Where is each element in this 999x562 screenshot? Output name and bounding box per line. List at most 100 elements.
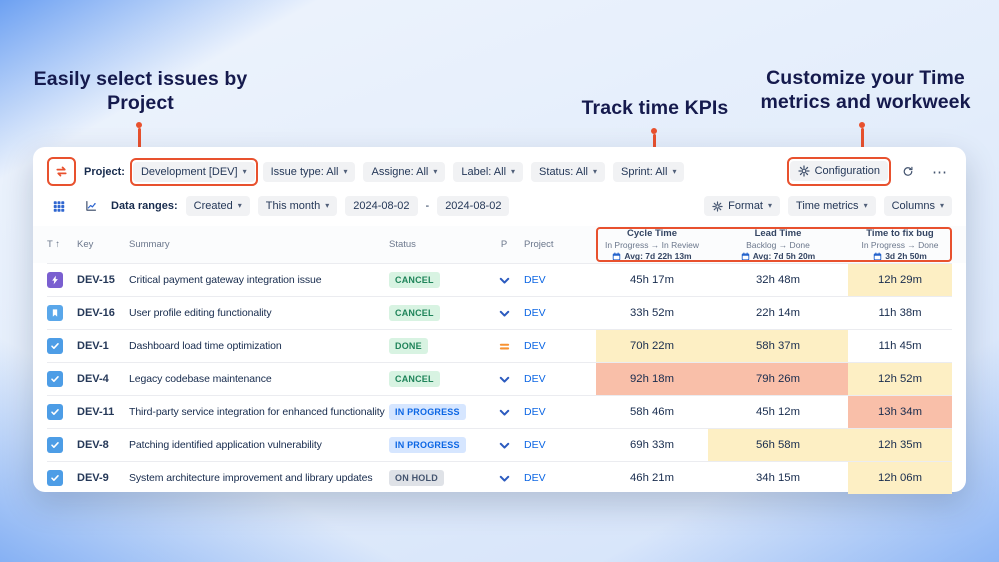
issue-type-dropdown[interactable]: Issue type: All ▾ — [262, 161, 356, 182]
metric-value-cycle-time: 46h 21m — [630, 472, 674, 484]
priority-cell — [484, 396, 524, 428]
issue-key[interactable]: DEV-11 — [77, 406, 115, 418]
sprint-dropdown[interactable]: Sprint: All ▾ — [612, 161, 685, 182]
metric-value-lead-time: 22h 14m — [756, 307, 800, 319]
metric-header-time-to-fix-bug[interactable]: Time to fix bug In Progress → Done 3d 2h… — [861, 228, 939, 261]
time-metrics-dropdown[interactable]: Time metrics ▾ — [788, 196, 876, 216]
issue-summary: Legacy codebase maintenance — [129, 373, 272, 385]
priority-cell — [484, 297, 524, 329]
column-header-type[interactable]: T ↑ — [47, 239, 61, 250]
status-badge: ON HOLD — [389, 470, 444, 486]
status-cell: IN PROGRESS — [389, 429, 484, 461]
assignee-dropdown[interactable]: Assigne: All ▾ — [363, 161, 446, 182]
issue-type-task-icon — [47, 396, 77, 428]
status-badge: IN PROGRESS — [389, 404, 466, 420]
table-row[interactable]: DEV-15 Critical payment gateway integrati… — [47, 263, 952, 296]
project-cell: DEV — [524, 264, 596, 296]
priority-cell — [484, 429, 524, 461]
chevron-down-icon: ▾ — [242, 166, 247, 176]
chevron-down-icon: ▾ — [672, 166, 677, 176]
status-cell: IN PROGRESS — [389, 396, 484, 428]
status-cell: CANCEL — [389, 297, 484, 329]
metric-header-lead-time[interactable]: Lead Time Backlog → Done Avg: 7d 5h 20m — [708, 228, 848, 261]
project-highlight-ring: Development [DEV] ▾ — [129, 157, 258, 186]
calendar-icon — [613, 252, 621, 260]
project-link[interactable]: DEV — [524, 373, 546, 385]
table-row[interactable]: DEV-16 User profile editing functionality… — [47, 296, 952, 329]
refresh-icon[interactable] — [896, 160, 920, 184]
table-row[interactable]: DEV-9 System architecture improvement and… — [47, 461, 952, 494]
priority-low-icon — [499, 310, 509, 317]
issue-type-task-icon — [47, 429, 77, 461]
status-cell: CANCEL — [389, 264, 484, 296]
project-link[interactable]: DEV — [524, 439, 546, 451]
range-period-dropdown[interactable]: This month ▾ — [257, 196, 338, 216]
status-cell: CANCEL — [389, 363, 484, 395]
status-badge: CANCEL — [389, 305, 440, 321]
issue-key[interactable]: DEV-4 — [77, 373, 109, 385]
metric-value-cycle-time: 58h 46m — [630, 406, 674, 418]
metric-value-cycle-time: 92h 18m — [596, 363, 708, 395]
metric-value-cycle-time: 70h 22m — [596, 330, 708, 362]
table-row[interactable]: DEV-8 Patching identified application vul… — [47, 428, 952, 461]
column-header-key[interactable]: Key — [77, 239, 94, 250]
metric-value-time-to-fix-bug: 12h 35m — [848, 429, 952, 461]
configuration-button[interactable]: Configuration — [789, 161, 888, 181]
status-dropdown[interactable]: Status: All ▾ — [531, 161, 605, 182]
annotation-customize-metrics: Customize your Time metrics and workweek — [760, 67, 971, 114]
priority-cell — [484, 330, 524, 362]
format-dropdown[interactable]: Format ▾ — [704, 196, 781, 216]
metric-value-lead-time: 58h 37m — [708, 330, 848, 362]
date-from-input[interactable]: 2024-08-02 — [345, 196, 418, 216]
metric-value-time-to-fix-bug: 12h 29m — [848, 264, 952, 296]
table-header: T ↑ Key Summary Status P Project Cycle T… — [33, 226, 966, 263]
project-dropdown[interactable]: Development [DEV] ▾ — [132, 161, 255, 182]
metric-value-time-to-fix-bug: 13h 34m — [848, 396, 952, 428]
gear-icon — [712, 200, 723, 212]
project-link[interactable]: DEV — [524, 307, 546, 319]
issue-key[interactable]: DEV-1 — [77, 340, 109, 352]
column-header-summary[interactable]: Summary — [129, 239, 170, 250]
issue-key[interactable]: DEV-16 — [77, 307, 115, 319]
project-link[interactable]: DEV — [524, 340, 546, 352]
range-field-dropdown[interactable]: Created ▾ — [185, 196, 250, 216]
label-dropdown[interactable]: Label: All ▾ — [453, 161, 524, 182]
priority-low-icon — [499, 277, 509, 284]
app-logo-icon — [47, 157, 76, 186]
issue-type-task-icon — [47, 363, 77, 395]
project-link[interactable]: DEV — [524, 406, 546, 418]
issue-key[interactable]: DEV-15 — [77, 274, 115, 286]
project-link[interactable]: DEV — [524, 274, 546, 286]
chart-view-icon[interactable] — [79, 194, 103, 218]
table-row[interactable]: DEV-11 Third-party service integration fo… — [47, 395, 952, 428]
status-cell: ON HOLD — [389, 462, 484, 494]
pointer-line-right — [861, 128, 864, 158]
column-header-status[interactable]: Status — [389, 239, 416, 250]
configuration-highlight-ring: Configuration — [786, 157, 892, 186]
columns-dropdown[interactable]: Columns ▾ — [883, 196, 952, 216]
grid-view-icon[interactable] — [47, 194, 71, 218]
date-to-input[interactable]: 2024-08-02 — [437, 196, 510, 216]
issue-key[interactable]: DEV-9 — [77, 472, 109, 484]
issue-summary: System architecture improvement and libr… — [129, 472, 373, 484]
metrics-header-group: Cycle Time In Progress → In Review Avg: … — [596, 226, 952, 263]
issue-type-task-icon — [47, 330, 77, 362]
column-header-priority[interactable]: P — [500, 239, 508, 250]
more-options-button[interactable]: ⋯ — [928, 160, 952, 184]
table-row[interactable]: DEV-1 Dashboard load time optimization DON… — [47, 329, 952, 362]
project-cell: DEV — [524, 297, 596, 329]
issue-key[interactable]: DEV-8 — [77, 439, 109, 451]
dates-toolbar: Data ranges: Created ▾ This month ▾ 2024-0… — [33, 190, 966, 226]
column-header-project[interactable]: Project — [524, 239, 554, 250]
table-row[interactable]: DEV-4 Legacy codebase maintenance CANCEL DE… — [47, 362, 952, 395]
gear-icon — [797, 165, 810, 177]
priority-medium-icon — [499, 343, 509, 349]
priority-low-icon — [499, 409, 509, 416]
chevron-down-icon: ▾ — [325, 201, 330, 210]
metric-value-time-to-fix-bug: 12h 06m — [848, 462, 952, 494]
metric-header-cycle-time[interactable]: Cycle Time In Progress → In Review Avg: … — [604, 228, 699, 261]
filters-toolbar: Project: Development [DEV] ▾ Issue type:… — [33, 147, 966, 190]
issue-summary: Third-party service integration for enha… — [129, 406, 385, 418]
metric-value-time-to-fix-bug: 12h 52m — [848, 363, 952, 395]
project-link[interactable]: DEV — [524, 472, 546, 484]
